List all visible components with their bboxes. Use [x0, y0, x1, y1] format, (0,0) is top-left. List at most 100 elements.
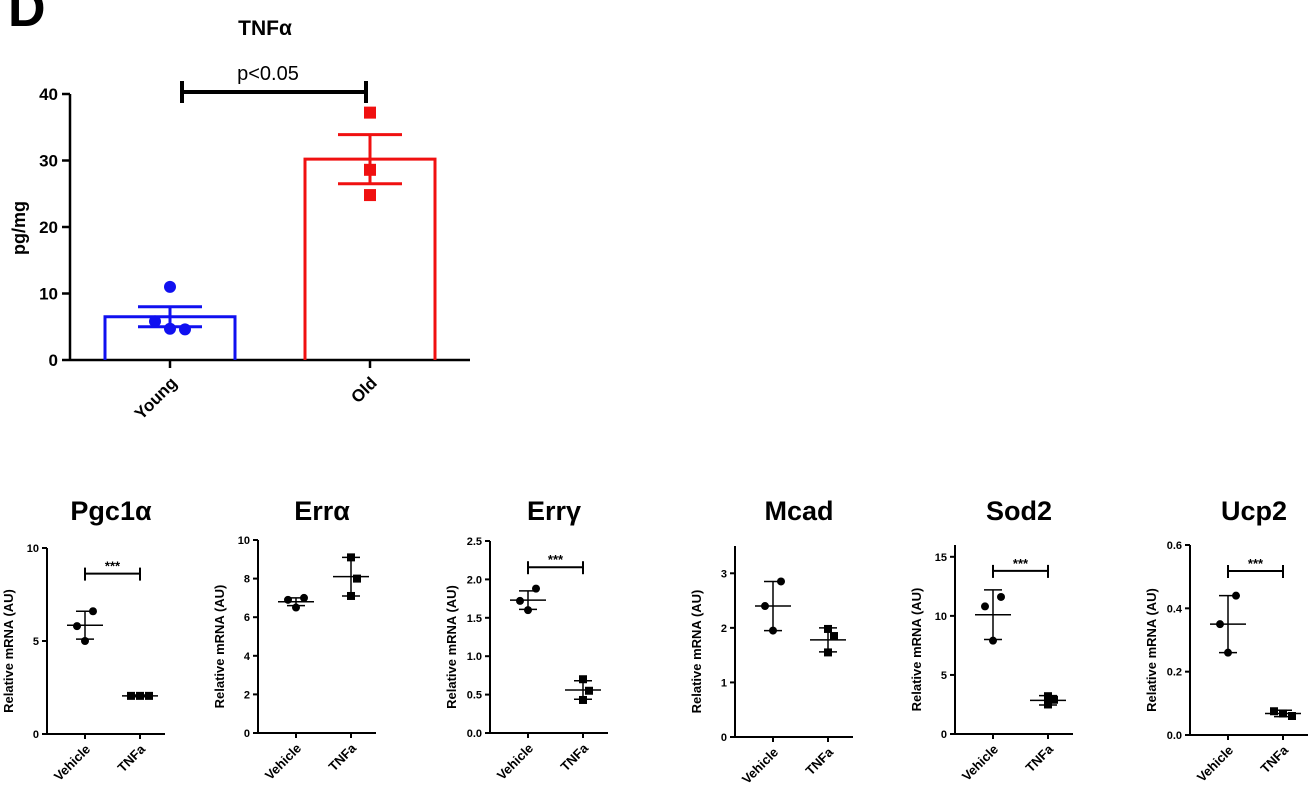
y-tick-label: 6: [244, 612, 250, 624]
chart-title: TNFα: [238, 17, 292, 40]
x-tick-label: Old: [347, 373, 380, 406]
data-point: [149, 315, 161, 328]
y-tick-label: 0.0: [1167, 730, 1182, 742]
chart-title: Errγ: [527, 496, 581, 526]
data-point: [1050, 695, 1058, 704]
x-tick-label: TNFa: [558, 740, 592, 774]
y-axis-label: pg/mg: [9, 201, 29, 255]
chart-title: Sod2: [986, 496, 1052, 526]
data-point: [824, 624, 832, 633]
y-tick-label: 15: [935, 552, 947, 564]
chart-sod2: Sod2 0 5 10 15 Relative mRNA (AU) Vehicle TNFa *…: [909, 496, 1073, 784]
y-axis-label: Relative mRNA (AU): [909, 588, 924, 712]
y-tick-label: 0.0: [467, 728, 482, 740]
y-tick-label: 0: [941, 729, 947, 741]
y-tick-label: 8: [244, 574, 250, 586]
data-point: [1044, 700, 1052, 709]
data-point: [981, 602, 989, 611]
significance-label: ***: [1248, 556, 1264, 571]
y-tick-label: 40: [39, 85, 58, 104]
y-tick-label: 2.0: [467, 574, 482, 586]
x-tick-label: Vehicle: [51, 742, 93, 784]
chart-err: Errα 0 2 4 6 8 10 Relative mRNA (AU) Vehicle TNFa: [212, 496, 376, 783]
x-tick-label: Vehicle: [494, 741, 536, 783]
x-tick-label: Vehicle: [1194, 743, 1236, 785]
chart-title: Mcad: [764, 496, 833, 526]
data-point: [127, 691, 135, 700]
data-point: [1288, 712, 1296, 720]
data-point: [145, 691, 153, 700]
y-tick-label: 5: [33, 636, 39, 648]
y-tick-label: 0: [244, 728, 250, 740]
data-point: [579, 695, 587, 704]
x-tick-label: TNFa: [115, 741, 149, 775]
data-point: [347, 553, 355, 562]
significance-label: ***: [1013, 556, 1029, 571]
tnfa-bar-chart: TNFα 0 10 20 30 40 pg/mg Young Old p<0.05: [9, 17, 470, 423]
data-point: [81, 637, 89, 645]
chart-err: Errγ 0.0 0.5 1.0 1.5 2.0 2.5 Relative mRNA (AU)…: [444, 496, 608, 783]
data-point: [73, 622, 81, 631]
significance-label: ***: [105, 559, 121, 574]
chart-title: Ucp2: [1221, 496, 1287, 526]
data-point: [164, 322, 176, 335]
data-point: [524, 606, 532, 615]
data-point: [824, 648, 832, 657]
y-tick-label: 0.5: [467, 690, 482, 702]
data-point: [761, 602, 769, 611]
y-tick-label: 10: [39, 285, 58, 304]
data-point: [347, 591, 355, 600]
data-point: [516, 596, 524, 605]
y-axis-label: Relative mRNA (AU): [1, 589, 16, 713]
data-point: [997, 592, 1005, 601]
x-tick-label: TNFa: [326, 740, 360, 774]
data-point: [364, 106, 376, 119]
data-point: [777, 577, 785, 586]
data-point: [579, 675, 587, 684]
y-tick-label: 4: [244, 651, 251, 663]
y-tick-label: 0: [49, 351, 58, 370]
y-tick-label: 10: [27, 543, 39, 555]
x-tick-label: TNFa: [803, 744, 837, 778]
y-tick-label: 2: [721, 623, 727, 635]
y-axis-label: Relative mRNA (AU): [212, 585, 227, 709]
y-tick-label: 5: [941, 670, 947, 682]
data-point: [532, 584, 540, 593]
data-point: [179, 323, 191, 336]
data-point: [830, 632, 838, 641]
y-axis-label: Relative mRNA (AU): [689, 590, 704, 714]
chart-pgc1: Pgc1α 0 5 10 Relative mRNA (AU) Vehicle TNFa **…: [1, 496, 165, 784]
panel-label: D: [8, 0, 46, 38]
y-tick-label: 1.0: [467, 651, 482, 663]
y-tick-label: 0.4: [1167, 603, 1183, 615]
significance-label: ***: [548, 552, 564, 567]
x-tick-label: Vehicle: [262, 741, 304, 783]
data-point: [89, 607, 97, 616]
data-point: [1279, 709, 1287, 718]
data-point: [353, 574, 361, 583]
data-point: [164, 280, 176, 293]
y-tick-label: 0.6: [1167, 540, 1182, 552]
data-point: [585, 686, 593, 695]
data-point: [1216, 620, 1224, 629]
y-tick-label: 10: [238, 535, 250, 547]
chart-mcad: Mcad 0 1 2 3 Relative mRNA (AU) Vehicle TNFa: [689, 496, 853, 787]
x-tick-label: TNFa: [1258, 742, 1292, 776]
chart-title: Pgc1α: [70, 496, 152, 526]
data-point: [1270, 707, 1278, 716]
y-tick-label: 0.2: [1167, 667, 1182, 679]
y-tick-label: 20: [39, 218, 58, 237]
data-point: [1044, 692, 1052, 701]
data-point: [364, 189, 376, 202]
data-point: [300, 593, 308, 602]
y-tick-label: 1: [721, 677, 727, 689]
y-tick-label: 0: [721, 732, 727, 744]
chart-ucp2: Ucp2 0.0 0.2 0.4 0.6 Relative mRNA (AU) Vehicl…: [1144, 496, 1308, 785]
y-tick-label: 0: [33, 729, 39, 741]
data-point: [1224, 648, 1232, 657]
x-tick-label: Young: [131, 373, 181, 423]
chart-title: Errα: [294, 496, 350, 526]
y-axis-label: Relative mRNA (AU): [444, 585, 459, 709]
